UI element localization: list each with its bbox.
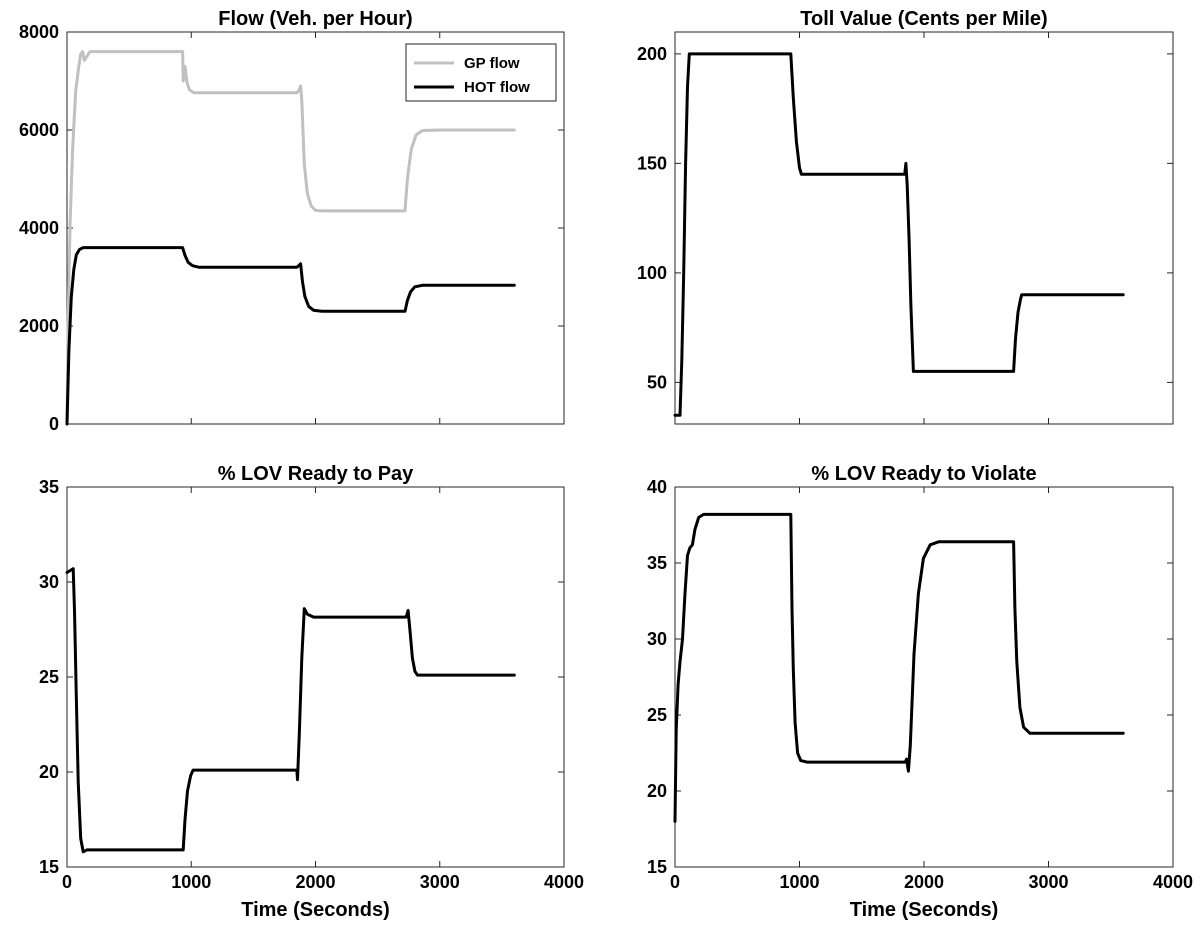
x-tick-label: 3000 — [420, 872, 460, 892]
x-tick-label: 1000 — [171, 872, 211, 892]
x-tick-label: 2000 — [904, 872, 944, 892]
series-line-series-1 — [673, 52, 1125, 417]
chart-panel-2: Toll Value (Cents per Mile) 50 100 150 200 — [637, 8, 1174, 425]
y-tick-label: 35 — [39, 477, 59, 497]
x-tick-label: 0 — [62, 872, 72, 892]
series-line-hot-flow — [65, 246, 516, 426]
plot-area-frame — [66, 486, 565, 868]
y-tick-label: 50 — [647, 372, 667, 392]
x-tick-label: 0 — [670, 872, 680, 892]
y-tick-label: 20 — [647, 781, 667, 801]
legend: GP flow HOT flow — [405, 43, 557, 102]
series-line-gp-flow — [65, 50, 516, 426]
x-axis-label: Time (Seconds) — [850, 899, 999, 921]
x-tick-label: 2000 — [295, 872, 335, 892]
y-tick-label: 150 — [637, 153, 667, 173]
y-tick-label: 100 — [637, 263, 667, 283]
y-tick-label: 20 — [39, 762, 59, 782]
y-tick-label: 40 — [647, 477, 667, 497]
x-tick-label: 1000 — [779, 872, 819, 892]
plot-area-frame — [674, 486, 1174, 868]
y-tick-label: 25 — [39, 667, 59, 687]
x-tick-label: 4000 — [1153, 872, 1193, 892]
chart-title: Toll Value (Cents per Mile) — [800, 8, 1047, 30]
legend-entry-label: GP flow — [464, 55, 520, 72]
y-tick-label: 4000 — [19, 218, 59, 238]
chart-panel-3: % LOV Ready to Pay 0 1000 2000 3000 4000 15 20 2… — [39, 463, 584, 921]
chart-title: % LOV Ready to Pay — [218, 463, 414, 485]
y-tick-label: 30 — [39, 572, 59, 592]
chart-panel-1: Flow (Veh. per Hour) 0 2000 4000 6000 8000 GP … — [19, 8, 565, 434]
series-line-series-1 — [673, 512, 1125, 823]
x-axis-label: Time (Seconds) — [241, 899, 390, 921]
y-tick-label: 8000 — [19, 22, 59, 42]
plot-area-frame — [674, 31, 1174, 425]
y-tick-label: 0 — [49, 414, 59, 434]
x-tick-label: 4000 — [544, 872, 584, 892]
y-tick-label: 25 — [647, 705, 667, 725]
y-tick-label: 35 — [647, 553, 667, 573]
series-line-series-1 — [65, 567, 516, 854]
x-tick-label: 3000 — [1028, 872, 1068, 892]
chart-title: % LOV Ready to Violate — [811, 463, 1036, 485]
chart-panel-4: % LOV Ready to Violate 0 1000 2000 3000 4000 1… — [647, 463, 1193, 921]
chart-title: Flow (Veh. per Hour) — [218, 8, 412, 30]
y-tick-label: 15 — [647, 857, 667, 877]
y-tick-label: 200 — [637, 44, 667, 64]
y-tick-label: 15 — [39, 857, 59, 877]
y-tick-label: 2000 — [19, 316, 59, 336]
legend-entry-label: HOT flow — [464, 79, 530, 96]
legend-box — [405, 43, 557, 102]
y-tick-label: 6000 — [19, 120, 59, 140]
y-tick-label: 30 — [647, 629, 667, 649]
